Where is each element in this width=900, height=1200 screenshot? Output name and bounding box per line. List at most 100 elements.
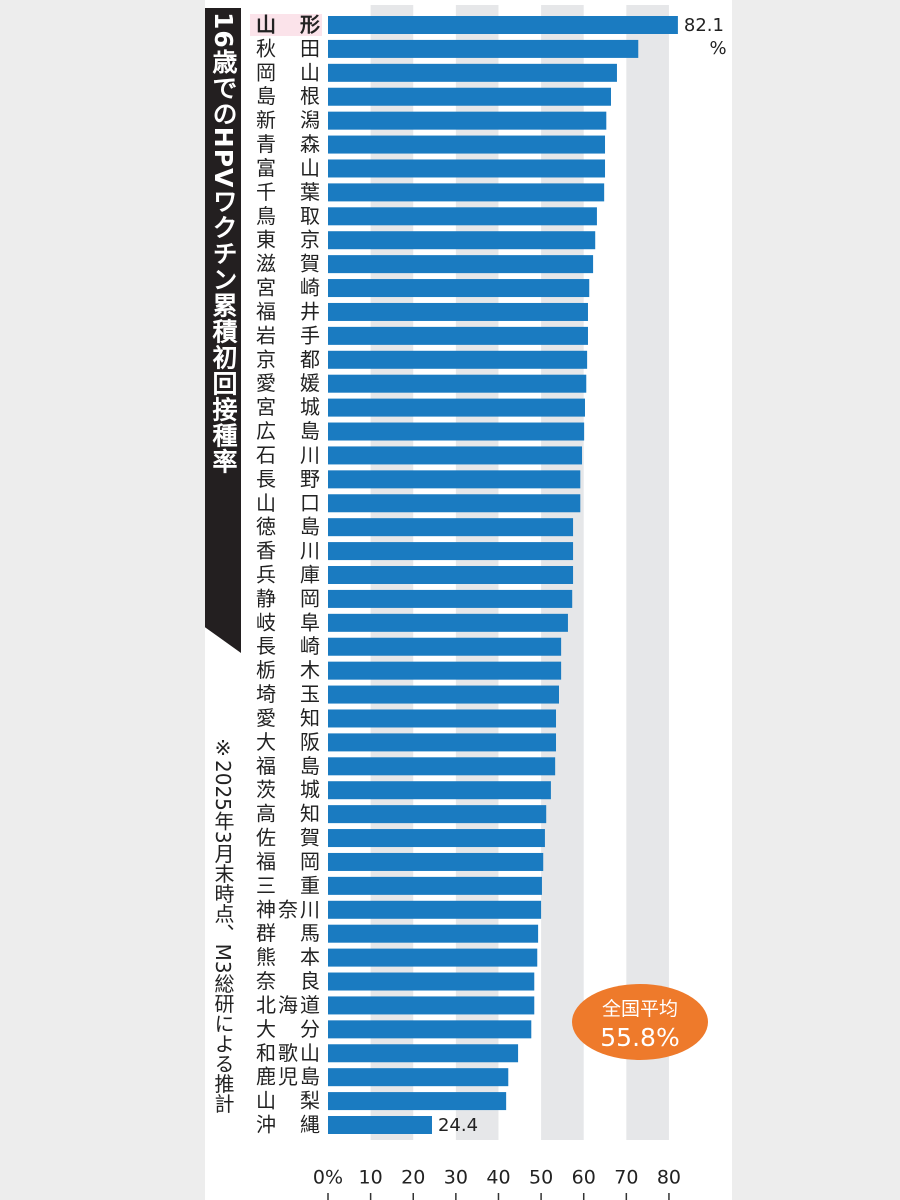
bar	[328, 948, 538, 967]
bar	[328, 494, 581, 513]
y-tick-label: 大分	[256, 1017, 320, 1041]
y-tick-label: 佐賀	[256, 826, 320, 850]
y-tick-label: 山口	[256, 491, 320, 515]
bar	[328, 709, 557, 728]
y-tick-label: 沖縄	[256, 1113, 320, 1137]
y-tick-label: 京都	[256, 347, 320, 371]
bar	[328, 1044, 519, 1063]
y-tick-label: 青森	[256, 132, 320, 156]
y-tick-label: 長崎	[256, 634, 320, 658]
y-tick-label: 福井	[256, 299, 320, 323]
bar	[328, 900, 542, 919]
y-tick-label: 静岡	[256, 586, 320, 610]
x-tick-label: 80	[657, 1167, 681, 1189]
bar	[328, 685, 559, 704]
y-tick-label: 鳥取	[256, 204, 320, 228]
bar	[328, 1020, 532, 1039]
bar	[328, 326, 588, 345]
y-tick-label: 栃木	[256, 658, 320, 682]
grid-band	[626, 5, 669, 1140]
y-tick-label: 奈良	[256, 969, 320, 993]
data-label: 82.1	[684, 15, 724, 36]
y-tick-label: 北海道	[256, 993, 320, 1017]
x-tick-label: 20	[401, 1167, 425, 1189]
bar	[328, 231, 596, 250]
bar	[328, 111, 607, 130]
y-tick-label: 福島	[256, 754, 320, 778]
bar	[328, 422, 585, 441]
bar	[328, 805, 547, 824]
y-tick-label: 石川	[256, 443, 320, 467]
y-tick-label: 長野	[256, 467, 320, 491]
bar	[328, 470, 581, 489]
chart-title: 16歳でのHPVワクチン累積初回接種率	[205, 8, 241, 653]
y-tick-label: 富山	[256, 156, 320, 180]
y-tick-label: 兵庫	[256, 563, 320, 587]
y-tick-label: 東京	[256, 228, 320, 252]
y-tick-label: 広島	[256, 419, 320, 443]
y-tick-label: 秋田	[256, 36, 320, 60]
x-tick-label: 30	[444, 1167, 468, 1189]
bar	[328, 518, 574, 537]
bar	[328, 1116, 432, 1134]
y-tick-label: 熊本	[256, 945, 320, 969]
y-tick-label: 滋賀	[256, 252, 320, 276]
bar	[328, 1068, 509, 1087]
bar	[328, 1092, 507, 1111]
bar	[328, 279, 590, 298]
highlight	[250, 14, 322, 36]
y-tick-label: 岩手	[256, 323, 320, 347]
y-tick-label: 岡山	[256, 60, 320, 84]
x-tick-label: 40	[486, 1167, 510, 1189]
data-label: 24.4	[438, 1115, 478, 1136]
y-tick-label: 香川	[256, 539, 320, 563]
bar	[328, 63, 617, 82]
bar	[328, 996, 535, 1015]
bar	[328, 183, 605, 202]
bar	[328, 207, 597, 226]
y-tick-label: 三重	[256, 873, 320, 897]
average-title: 全国平均	[601, 998, 678, 1020]
y-tick-label: 宮城	[256, 395, 320, 419]
bar	[328, 446, 583, 465]
bar	[328, 757, 556, 776]
y-tick-label: 山梨	[256, 1089, 320, 1113]
y-tick-label: 新潟	[256, 108, 320, 132]
y-tick-label: 宮崎	[256, 276, 320, 300]
unit-label: %	[709, 38, 726, 59]
bar	[328, 542, 574, 561]
y-tick-label: 島根	[256, 84, 320, 108]
note: ※2025年3月末時点、M3総研による推計	[211, 736, 235, 1114]
y-tick-label: 和歌山	[256, 1041, 320, 1065]
bar	[328, 39, 639, 58]
bar	[328, 135, 606, 154]
x-tick-label: 50	[529, 1167, 553, 1189]
bar	[328, 661, 562, 680]
bar	[328, 159, 606, 178]
average-value: 55.8%	[600, 1023, 680, 1052]
x-tick-label: 10	[359, 1167, 383, 1189]
bar	[328, 924, 539, 943]
y-tick-label: 福岡	[256, 849, 320, 873]
bar	[328, 374, 587, 393]
bar	[328, 87, 611, 106]
bar	[328, 302, 588, 321]
x-tick-label: 70	[614, 1167, 638, 1189]
y-tick-label: 大阪	[256, 730, 320, 754]
x-tick-label: 0%	[313, 1167, 343, 1189]
x-tick-label: 60	[572, 1167, 596, 1189]
bar	[328, 972, 535, 991]
bar	[328, 637, 562, 656]
y-tick-label: 茨城	[256, 778, 320, 802]
bar	[328, 350, 588, 369]
bar	[328, 566, 574, 584]
average-badge: 全国平均 55.8%	[572, 984, 708, 1060]
bar	[328, 781, 551, 800]
bar	[328, 398, 585, 417]
bar	[328, 16, 678, 34]
y-tick-label: 高知	[256, 802, 320, 826]
y-tick-label: 愛知	[256, 706, 320, 730]
bar	[328, 829, 545, 848]
